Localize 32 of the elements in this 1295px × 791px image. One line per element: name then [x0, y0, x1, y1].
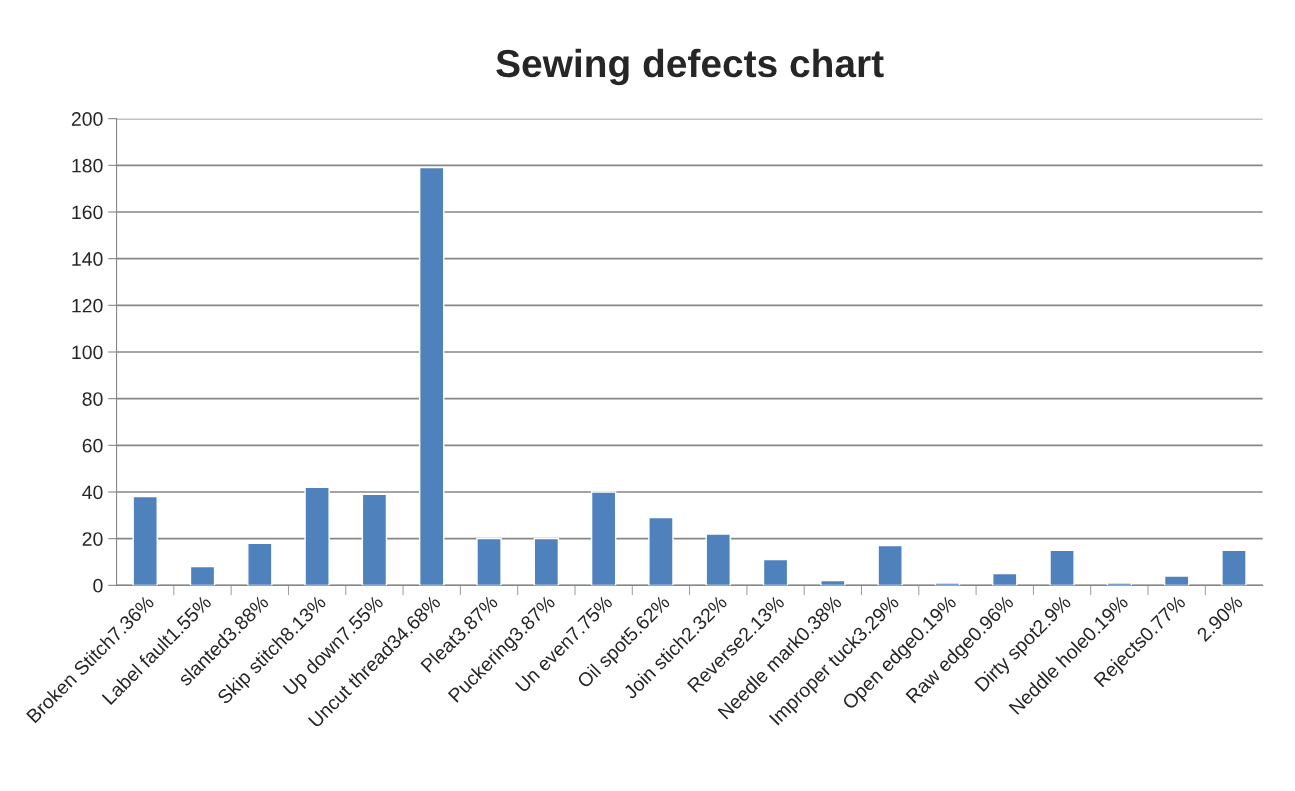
bar [361, 493, 388, 586]
y-tick-label: 120 [72, 298, 103, 313]
bar [762, 558, 789, 586]
y-tick-label: 140 [72, 252, 103, 266]
y-tick-label: 60 [82, 438, 103, 453]
bar [877, 544, 903, 586]
bar [189, 565, 216, 586]
bar [590, 491, 617, 586]
y-tick-label: 200 [71, 112, 103, 126]
y-tick-label: 40 [82, 485, 103, 500]
bar [533, 537, 560, 586]
chart-title: Sewing defects chart [496, 48, 884, 86]
y-tick-label: 160 [72, 205, 103, 220]
bar [1221, 549, 1247, 586]
bar [648, 516, 674, 586]
y-tick-label: 100 [72, 345, 103, 360]
bar [992, 572, 1018, 586]
bar [1049, 549, 1075, 586]
y-tick-label: 0 [93, 578, 103, 593]
y-tick-label: 20 [82, 532, 103, 546]
bar [304, 486, 330, 586]
bar [132, 495, 158, 586]
bar [476, 537, 502, 586]
bar [1106, 582, 1133, 586]
y-tick-label: 80 [82, 392, 103, 406]
bar [1163, 575, 1190, 586]
y-tick-label: 180 [72, 158, 103, 173]
bar [934, 582, 961, 586]
bar [705, 533, 731, 586]
bar [247, 542, 273, 586]
bar [820, 579, 846, 586]
bar [418, 166, 445, 586]
